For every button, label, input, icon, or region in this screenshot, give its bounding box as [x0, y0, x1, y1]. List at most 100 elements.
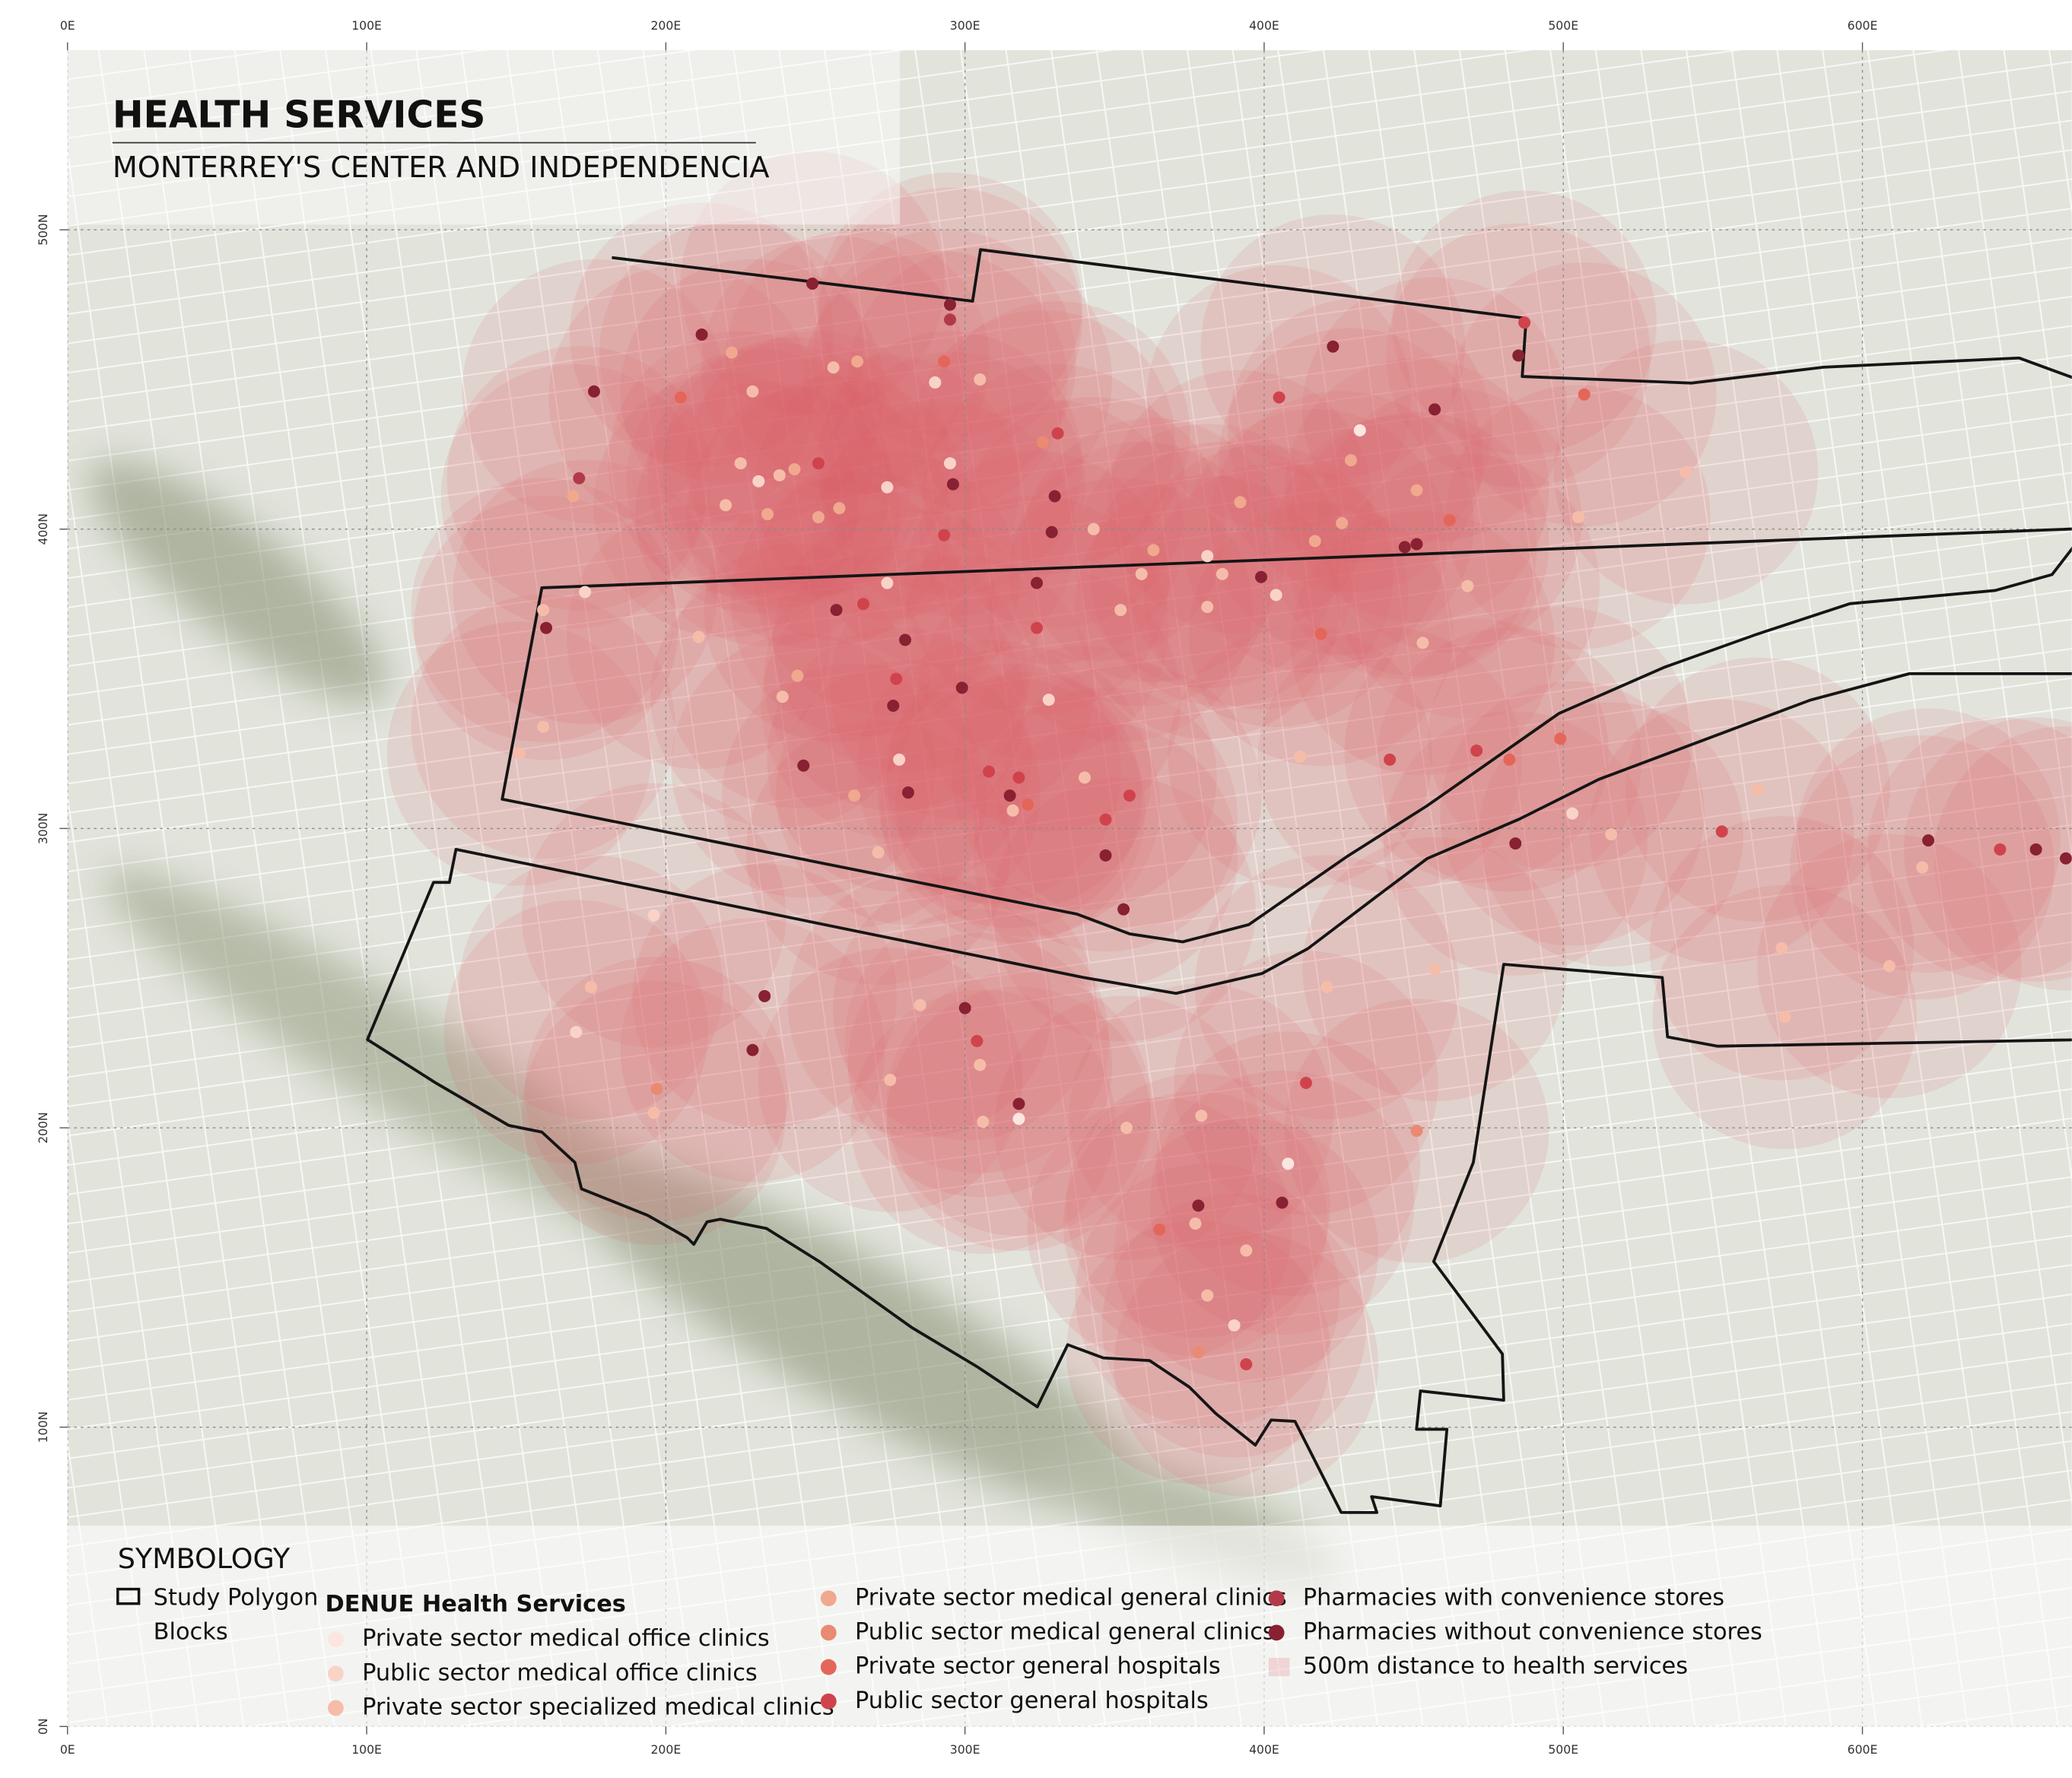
- service-point: [1353, 424, 1366, 437]
- x-tick-label: 400E: [1249, 1742, 1279, 1757]
- service-point: [537, 720, 550, 733]
- service-point: [570, 1026, 583, 1039]
- service-point: [1228, 1319, 1241, 1332]
- service-point: [943, 313, 956, 326]
- x-tick-label: 300E: [950, 1742, 980, 1757]
- y-tick-label: 0N: [36, 1718, 50, 1735]
- x-tick-label: 400E: [1249, 18, 1279, 33]
- service-point: [955, 681, 968, 694]
- service-point: [833, 502, 846, 515]
- service-buffer: [1934, 726, 2072, 991]
- service-point: [746, 385, 759, 398]
- service-point: [1509, 837, 1522, 850]
- service-point: [1012, 1097, 1025, 1110]
- service-point: [898, 633, 911, 646]
- service-point: [884, 1074, 897, 1087]
- service-point: [1308, 535, 1321, 548]
- service-point: [1240, 1244, 1253, 1257]
- x-tick-label: 0E: [60, 1742, 75, 1757]
- x-tick-label: 500E: [1548, 18, 1578, 33]
- legend-title: SYMBOLOGY: [118, 1542, 291, 1575]
- service-point: [1031, 576, 1044, 589]
- service-point: [938, 529, 951, 541]
- map-title: HEALTH SERVICES: [113, 94, 486, 137]
- legend-label: Public sector medical general clinics: [855, 1618, 1275, 1645]
- service-buffer: [1867, 717, 2072, 982]
- service-point: [1518, 316, 1531, 329]
- x-tick-label: 0E: [60, 18, 75, 33]
- service-point: [1120, 1122, 1133, 1135]
- study-polygon-north: [501, 248, 2072, 944]
- service-point: [692, 630, 705, 643]
- service-point: [1680, 466, 1692, 478]
- service-point: [1503, 753, 1516, 766]
- service-point: [1566, 807, 1579, 820]
- legend-swatch: [327, 1631, 344, 1648]
- y-tick-label: 500N: [36, 214, 50, 246]
- service-point: [1443, 513, 1456, 526]
- service-point: [1916, 861, 1929, 874]
- legend-swatch: [1268, 1590, 1285, 1607]
- service-point: [827, 361, 840, 374]
- service-point: [567, 490, 580, 503]
- service-point: [1778, 1011, 1791, 1024]
- service-point: [958, 1002, 971, 1014]
- service-point: [579, 586, 592, 598]
- service-point: [1022, 798, 1034, 811]
- service-point: [1123, 789, 1136, 802]
- service-point: [1605, 828, 1618, 841]
- service-point: [1461, 579, 1474, 592]
- service-point: [1240, 1357, 1253, 1370]
- service-point: [1327, 340, 1339, 353]
- legend-label: Public sector medical office clinics: [362, 1659, 758, 1686]
- service-point: [1883, 960, 1896, 973]
- service-point: [938, 355, 951, 368]
- service-point: [830, 604, 843, 617]
- service-point: [977, 1116, 990, 1129]
- y-tick-label: 200N: [36, 1112, 50, 1144]
- legend-label: 500m distance to health services: [1303, 1653, 1688, 1680]
- service-point: [1216, 567, 1228, 580]
- terrain-ridge: [88, 459, 388, 703]
- service-point: [2029, 843, 2042, 856]
- y-tick-label: 300N: [36, 813, 50, 845]
- service-point: [1192, 1199, 1205, 1212]
- service-point: [746, 1043, 759, 1056]
- y-tick-label: 400N: [36, 513, 50, 545]
- x-tick-label: 200E: [651, 18, 682, 33]
- service-point: [1099, 813, 1112, 826]
- service-point: [1994, 843, 2007, 856]
- x-tick-label: 300E: [950, 18, 980, 33]
- service-point: [893, 753, 906, 766]
- service-point: [1300, 1076, 1312, 1089]
- grid-layer: [67, 50, 2072, 1727]
- service-point: [1114, 604, 1127, 617]
- service-point: [890, 672, 903, 685]
- service-point: [901, 786, 914, 799]
- service-point: [1147, 544, 1160, 557]
- service-point: [1270, 589, 1282, 602]
- legend-label: Public sector general hospitals: [855, 1688, 1209, 1714]
- legend-label: Private sector specialized medical clini…: [362, 1694, 834, 1720]
- legend-label: Blocks: [154, 1618, 228, 1645]
- service-point: [1234, 496, 1247, 509]
- service-point: [1153, 1223, 1166, 1236]
- service-point: [573, 471, 586, 484]
- service-point: [2059, 852, 2072, 865]
- service-point: [647, 1106, 660, 1119]
- study-polygon: [366, 248, 2072, 1514]
- service-point: [1195, 1110, 1208, 1122]
- service-point: [1189, 1217, 1202, 1230]
- x-tick-label: 600E: [1848, 18, 1878, 33]
- service-point: [1135, 567, 1148, 580]
- service-point: [1276, 1196, 1289, 1209]
- service-point: [1042, 694, 1055, 706]
- study-polygon-swatch: [116, 1587, 141, 1605]
- service-point: [1554, 732, 1567, 745]
- service-point: [1117, 903, 1130, 916]
- service-point: [1012, 1113, 1025, 1126]
- title-backdrop: [67, 50, 901, 225]
- service-point: [887, 700, 900, 713]
- legend-swatch: [820, 1693, 837, 1710]
